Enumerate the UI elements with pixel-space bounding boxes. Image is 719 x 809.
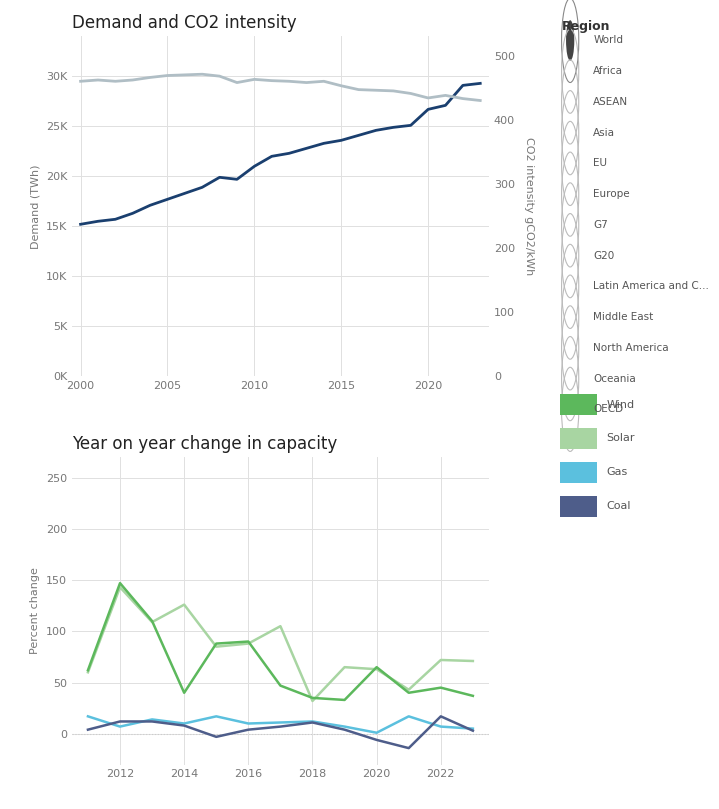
Text: G7: G7 <box>593 220 608 230</box>
Y-axis label: Demand (TWh): Demand (TWh) <box>30 164 40 248</box>
Text: Wind: Wind <box>607 400 635 409</box>
Text: Coal: Coal <box>607 502 631 511</box>
Text: OECD: OECD <box>593 404 623 414</box>
Text: Solar: Solar <box>607 434 635 443</box>
Text: Region: Region <box>562 20 610 33</box>
Text: Oceania: Oceania <box>593 374 636 383</box>
Text: Asia: Asia <box>593 128 615 138</box>
Text: G20: G20 <box>593 251 615 260</box>
Text: North America: North America <box>593 343 669 353</box>
Y-axis label: CO2 intensity gCO2/kWh: CO2 intensity gCO2/kWh <box>524 138 534 275</box>
Text: EU: EU <box>593 159 608 168</box>
Circle shape <box>566 20 574 61</box>
Text: World: World <box>593 36 623 45</box>
Text: Latin America and C...: Latin America and C... <box>593 282 709 291</box>
Text: Europe: Europe <box>593 189 630 199</box>
Text: ASEAN: ASEAN <box>593 97 628 107</box>
Bar <box>560 496 597 517</box>
Text: Gas: Gas <box>607 468 628 477</box>
Bar <box>560 394 597 415</box>
Text: Demand and CO2 intensity: Demand and CO2 intensity <box>72 14 296 32</box>
Bar <box>560 462 597 483</box>
Y-axis label: Percent change: Percent change <box>30 567 40 654</box>
Text: Middle East: Middle East <box>593 312 654 322</box>
Text: Year on year change in capacity: Year on year change in capacity <box>72 434 337 453</box>
Bar <box>560 428 597 449</box>
Text: Africa: Africa <box>593 66 623 76</box>
